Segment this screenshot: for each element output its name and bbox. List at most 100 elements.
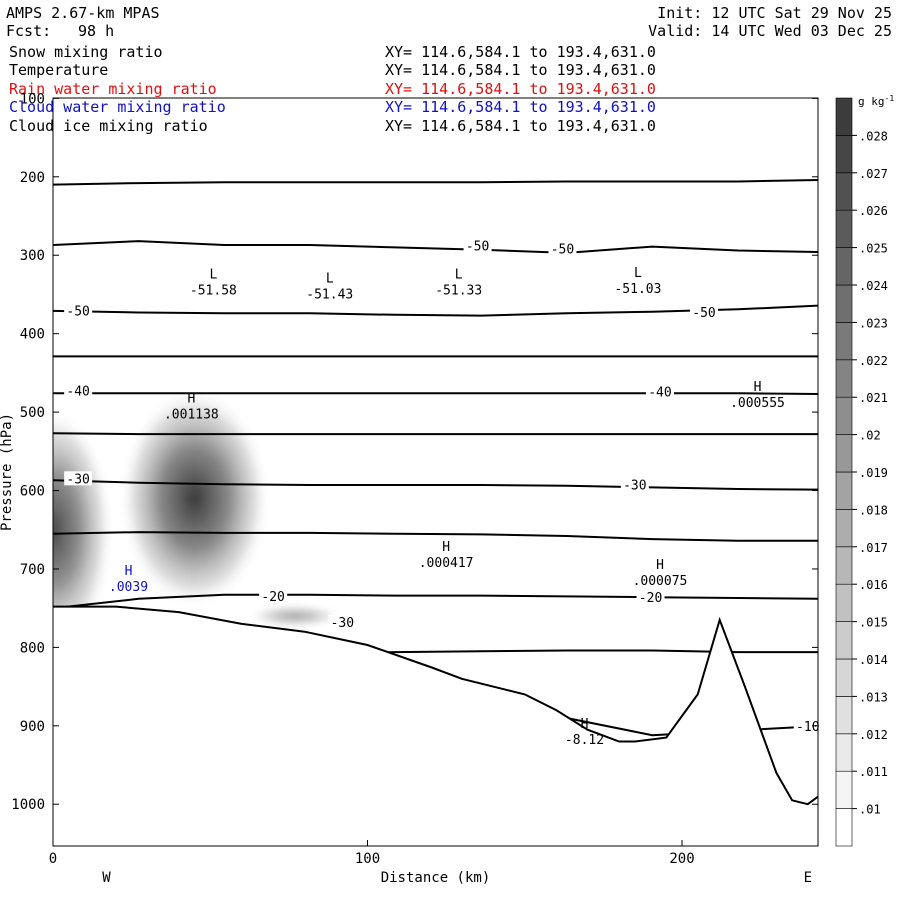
y-tick-label: 900 (20, 719, 45, 735)
y-tick-label: 1000 (11, 797, 45, 813)
label-bg (793, 719, 822, 734)
label-bg (690, 305, 719, 320)
colorbar-band (835, 322, 853, 361)
field-name: Cloud ice mixing ratio (9, 117, 208, 135)
extremum-letter: L (634, 266, 642, 281)
colorbar-band (835, 808, 853, 847)
field-name: Snow mixing ratio (9, 43, 163, 61)
extremum-value: -8.12 (565, 733, 604, 748)
colorbar-label: .013 (859, 690, 888, 704)
colorbar-band (835, 696, 853, 735)
colorbar-unit: g kg-1 (858, 94, 894, 108)
colorbar-label: .022 (859, 354, 888, 368)
x-end-label-east: E (804, 870, 812, 886)
snow-shading (250, 604, 341, 629)
y-tick-label: 700 (20, 562, 45, 578)
x-axis-label: Distance (km) (381, 870, 491, 886)
field-extent: XY= 114.6,584.1 to 193.4,631.0 (385, 80, 656, 98)
forecast-hours: 98 h (78, 22, 115, 40)
extremum-letter: H (754, 380, 762, 395)
colorbar-band (835, 434, 853, 473)
label-bg (64, 383, 93, 398)
field-extent: XY= 114.6,584.1 to 193.4,631.0 (385, 98, 656, 116)
model-title: AMPS 2.67-km MPAS (6, 4, 160, 22)
colorbar-label: .014 (859, 653, 888, 667)
label-bg (620, 477, 649, 492)
colorbar-label: .028 (859, 129, 888, 143)
colorbar-band (835, 396, 853, 435)
contour-label: -30 (331, 616, 354, 631)
extremum-value: -51.33 (435, 284, 482, 299)
contour-line (53, 432, 818, 436)
snow-shading (119, 388, 270, 609)
field-name: Cloud water mixing ratio (9, 98, 226, 116)
extremum-letter: H (125, 564, 133, 579)
colorbar-band (835, 583, 853, 622)
contour-line (53, 531, 818, 542)
colorbar-band (835, 284, 853, 323)
colorbar-label: .024 (859, 279, 888, 293)
y-tick-label: 600 (20, 484, 45, 500)
contour-label: -30 (66, 472, 89, 487)
contour-label: -40 (648, 385, 671, 400)
colorbar-band (835, 135, 853, 174)
forecast-label: Fcst: (6, 22, 52, 40)
colorbar-band (835, 621, 853, 660)
colorbar-label: .023 (859, 316, 888, 330)
y-tick-label: 500 (20, 405, 45, 421)
extremum-letter: L (209, 268, 217, 283)
colorbar-label: .017 (859, 541, 888, 555)
extremum-value: -51.58 (190, 284, 237, 299)
colorbar-label: .026 (859, 204, 888, 218)
x-tick-label: 200 (669, 851, 694, 867)
colorbar-label: .01 (859, 803, 881, 817)
contour-label: -10 (796, 720, 819, 735)
extremum-value: .000075 (633, 574, 688, 589)
colorbar-band (835, 97, 853, 136)
contour-label: -50 (692, 306, 715, 321)
colorbar-band (835, 658, 853, 697)
isotherm-line (53, 479, 818, 491)
label-bg (548, 241, 577, 256)
colorbar-label: .018 (859, 503, 888, 517)
extremum-value: .000417 (419, 556, 474, 571)
label-bg (328, 614, 357, 629)
snow-shading (53, 409, 113, 650)
extremum-value: -51.03 (614, 282, 661, 297)
x-tick-label: 100 (355, 851, 380, 867)
y-axis-label: Pressure (hPa) (0, 413, 15, 531)
colorbar-unit-exponent: -1 (885, 94, 895, 103)
contour-label: -40 (66, 384, 89, 399)
colorbar-label: .02 (859, 429, 881, 443)
terrain-line (53, 605, 818, 806)
colorbar-label: .021 (859, 391, 888, 405)
field-extent: XY= 114.6,584.1 to 193.4,631.0 (385, 117, 656, 135)
contour-label: -50 (551, 243, 574, 258)
colorbar-band (835, 471, 853, 510)
isotherm-line (53, 240, 818, 254)
contour-label: -20 (261, 590, 284, 605)
contour-label: -20 (639, 591, 662, 606)
y-tick-label: 300 (20, 248, 45, 264)
extremum-letter: L (455, 268, 463, 283)
isotherm-line (53, 392, 818, 396)
colorbar-label: .019 (859, 466, 888, 480)
colorbar-label: .015 (859, 616, 888, 630)
extremum-letter: H (187, 392, 195, 407)
label-bg (636, 589, 665, 604)
label-bg (463, 238, 492, 253)
colorbar-band (835, 733, 853, 772)
colorbar-label: .027 (859, 167, 888, 181)
y-tick-label: 100 (20, 91, 45, 107)
extremum-value: .001138 (164, 408, 219, 423)
label-bg (64, 303, 93, 318)
extremum-value: .0039 (109, 580, 148, 595)
y-tick-label: 800 (20, 640, 45, 656)
field-name: Rain water mixing ratio (9, 80, 217, 98)
extremum-value: -51.43 (306, 288, 353, 303)
isotherm-line (53, 593, 818, 610)
valid-time: Valid: 14 UTC Wed 03 Dec 25 (648, 22, 892, 40)
colorbar-label: .012 (859, 728, 888, 742)
extremum-letter: H (581, 717, 589, 732)
